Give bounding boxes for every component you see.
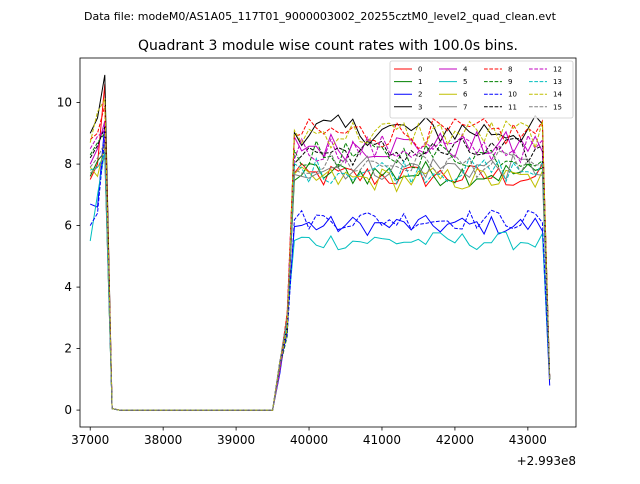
x-tick-label: 38000: [144, 433, 182, 447]
legend-label-0: 0: [418, 66, 422, 74]
legend-label-3: 3: [418, 103, 422, 111]
legend-box: [389, 60, 574, 119]
legend-label-7: 7: [463, 103, 467, 111]
legend-label-14: 14: [553, 91, 562, 99]
legend-label-11: 11: [508, 103, 517, 111]
x-tick-label: 37000: [71, 433, 109, 447]
series-line-5: [89, 151, 551, 411]
series-line-8: [89, 105, 551, 411]
x-tick-label: 43000: [509, 433, 547, 447]
series-line-6: [89, 145, 551, 411]
x-tick-label: 40000: [290, 433, 328, 447]
series-line-14: [89, 97, 551, 411]
series-line-9: [89, 131, 551, 411]
legend-label-9: 9: [508, 78, 512, 86]
series-line-7: [89, 153, 551, 411]
x-tick-label: 42000: [436, 433, 474, 447]
data-file-label: Data file: modeM0/AS1A05_117T01_90000030…: [84, 10, 557, 23]
legend-label-4: 4: [463, 66, 468, 74]
y-tick-label: 10: [57, 96, 72, 110]
chart-title: Quadrant 3 module wise count rates with …: [138, 38, 518, 54]
legend-label-12: 12: [553, 66, 562, 74]
legend-label-2: 2: [418, 91, 422, 99]
legend-label-10: 10: [508, 91, 517, 99]
legend-label-6: 6: [463, 91, 468, 99]
legend-label-13: 13: [553, 78, 562, 86]
y-tick-label: 0: [64, 403, 72, 417]
legend-label-8: 8: [508, 66, 512, 74]
legend-label-15: 15: [553, 103, 562, 111]
legend-label-5: 5: [463, 78, 467, 86]
series-line-3: [89, 74, 551, 411]
series-line-11: [89, 127, 551, 411]
y-tick-label: 4: [64, 280, 72, 294]
legend-label-1: 1: [418, 78, 422, 86]
y-tick-label: 2: [64, 342, 72, 356]
plot-area: 37000 38000 39000 40000 41000 42000 43000+2.99…: [57, 57, 577, 468]
series-line-10: [89, 136, 551, 411]
series-line-15: [89, 142, 551, 411]
y-tick-label: 6: [64, 219, 72, 233]
series-line-13: [90, 153, 551, 411]
x-tick-label: 41000: [363, 433, 401, 447]
x-offset-label: +2.993e8: [517, 454, 576, 468]
series-line-1: [89, 150, 551, 411]
x-tick-label: 39000: [217, 433, 255, 447]
series-lines: [89, 74, 551, 411]
series-line-2: [90, 124, 551, 411]
axes-frame: [79, 57, 577, 428]
y-tick-label: 8: [64, 157, 72, 171]
